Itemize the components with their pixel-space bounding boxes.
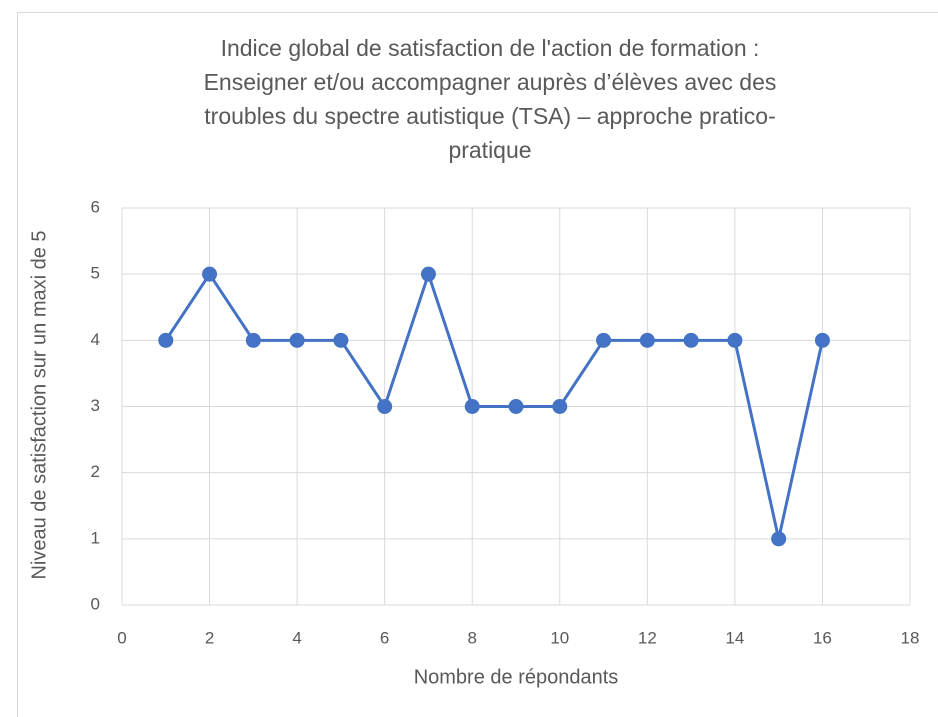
x-tick-label: 2	[205, 628, 214, 647]
chart-title: Enseigner et/ou accompagner auprès d’élè…	[204, 69, 777, 95]
y-tick-label: 5	[91, 264, 100, 283]
data-point	[596, 332, 612, 348]
data-point	[245, 332, 261, 348]
data-point	[158, 332, 174, 348]
y-tick-label: 4	[91, 330, 100, 349]
x-tick-label: 0	[117, 628, 126, 647]
x-axis-label: Nombre de répondants	[414, 666, 619, 688]
x-tick-label: 18	[901, 628, 920, 647]
chart-title: Indice global de satisfaction de l'actio…	[221, 35, 760, 61]
data-point	[771, 531, 787, 547]
data-point	[552, 399, 568, 414]
x-tick-label: 14	[725, 628, 744, 647]
y-tick-label: 6	[91, 197, 100, 216]
y-tick-label: 2	[91, 462, 100, 481]
data-point	[683, 332, 699, 348]
x-tick-label: 6	[380, 628, 389, 647]
data-point	[639, 332, 655, 348]
y-tick-label: 0	[91, 594, 100, 613]
x-tick-label: 12	[638, 628, 657, 647]
data-point	[420, 266, 436, 282]
chart-frame	[17, 12, 938, 717]
y-tick-label: 3	[91, 396, 100, 415]
data-point	[333, 332, 349, 348]
y-tick-label: 1	[91, 528, 100, 547]
x-tick-label: 10	[550, 628, 569, 647]
chart-title: troubles du spectre autistique (TSA) – a…	[204, 103, 775, 129]
chart-title: pratique	[448, 137, 531, 163]
data-line	[164, 272, 824, 541]
data-point	[289, 332, 305, 348]
x-tick-label: 16	[813, 628, 832, 647]
data-point	[202, 266, 218, 282]
data-point	[727, 332, 743, 348]
data-point	[508, 399, 524, 414]
x-tick-label: 4	[292, 628, 301, 647]
x-tick-label: 8	[467, 628, 476, 647]
data-point	[377, 399, 393, 414]
data-point	[464, 399, 480, 414]
y-axis-label: Niveau de satisfaction sur un maxi de 5	[28, 230, 50, 579]
data-point	[814, 332, 830, 348]
